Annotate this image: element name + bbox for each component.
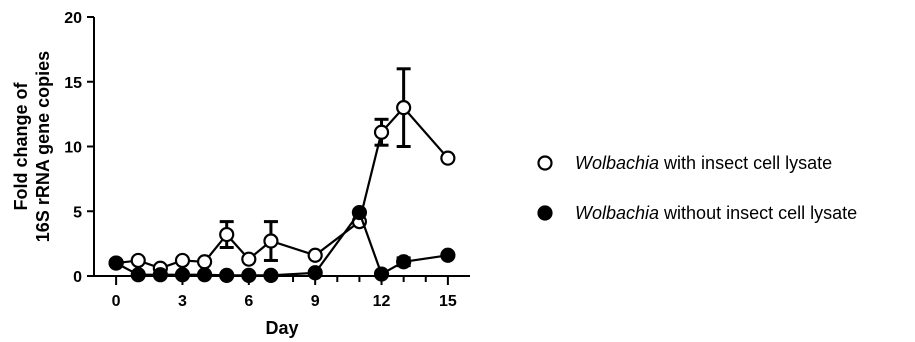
y-axis-title-line: Fold change of bbox=[11, 81, 31, 210]
data-point bbox=[196, 254, 213, 270]
y-tick-label: 15 bbox=[64, 75, 82, 92]
data-point bbox=[351, 204, 368, 221]
data-point bbox=[396, 254, 412, 270]
data-point bbox=[152, 267, 168, 283]
legend-marker-2 bbox=[537, 205, 553, 221]
data-point bbox=[219, 267, 235, 283]
y-tick-label: 10 bbox=[64, 140, 82, 157]
data-point bbox=[174, 252, 191, 269]
data-point bbox=[241, 251, 257, 267]
x-tick-label: 3 bbox=[178, 293, 187, 310]
data-point bbox=[396, 100, 412, 116]
data-point bbox=[373, 124, 390, 140]
legend-label-1: Wolbachia with insect cell lysate bbox=[575, 153, 832, 173]
data-point bbox=[440, 247, 456, 263]
legend-marker-1 bbox=[537, 155, 553, 171]
data-point bbox=[263, 267, 279, 283]
data-point bbox=[241, 267, 257, 283]
data-point bbox=[174, 267, 191, 283]
series-2 bbox=[108, 204, 456, 283]
series-layer bbox=[108, 67, 456, 283]
legend: Wolbachia with insect cell lysateWolbach… bbox=[537, 153, 857, 223]
axes: 0 5 10 15 20 0 3 6 9 12 15 Day Fold change of 16S rRN… bbox=[11, 10, 470, 338]
data-point bbox=[307, 265, 323, 281]
data-point bbox=[219, 226, 235, 243]
data-point bbox=[307, 247, 323, 263]
x-tick-label: 15 bbox=[439, 293, 457, 310]
legend-label-rest: without insect cell lysate bbox=[659, 203, 857, 223]
y-tick-label: 0 bbox=[73, 269, 82, 286]
data-point bbox=[263, 233, 279, 249]
data-point bbox=[108, 255, 124, 271]
legend-label-italic: Wolbachia bbox=[575, 153, 659, 173]
data-point bbox=[196, 267, 213, 283]
y-tick-label: 20 bbox=[64, 10, 82, 27]
legend-label-italic: Wolbachia bbox=[575, 203, 659, 223]
x-tick-label: 9 bbox=[311, 293, 320, 310]
legend-label-rest: with insect cell lysate bbox=[659, 153, 832, 173]
data-point bbox=[130, 252, 146, 269]
data-point bbox=[130, 267, 146, 283]
legend-label-2: Wolbachia without insect cell lysate bbox=[575, 203, 857, 223]
y-tick-label: 5 bbox=[73, 204, 82, 221]
data-point bbox=[440, 150, 456, 166]
x-tick-label: 6 bbox=[244, 293, 253, 310]
x-axis-title: Day bbox=[265, 318, 298, 338]
data-point bbox=[373, 266, 390, 282]
x-tick-label: 12 bbox=[373, 293, 391, 310]
series-1 bbox=[108, 67, 456, 276]
x-tick-label: 0 bbox=[112, 293, 121, 310]
y-axis-title-line: 16S rRNA gene copies bbox=[33, 51, 53, 242]
series-line bbox=[115, 106, 449, 270]
